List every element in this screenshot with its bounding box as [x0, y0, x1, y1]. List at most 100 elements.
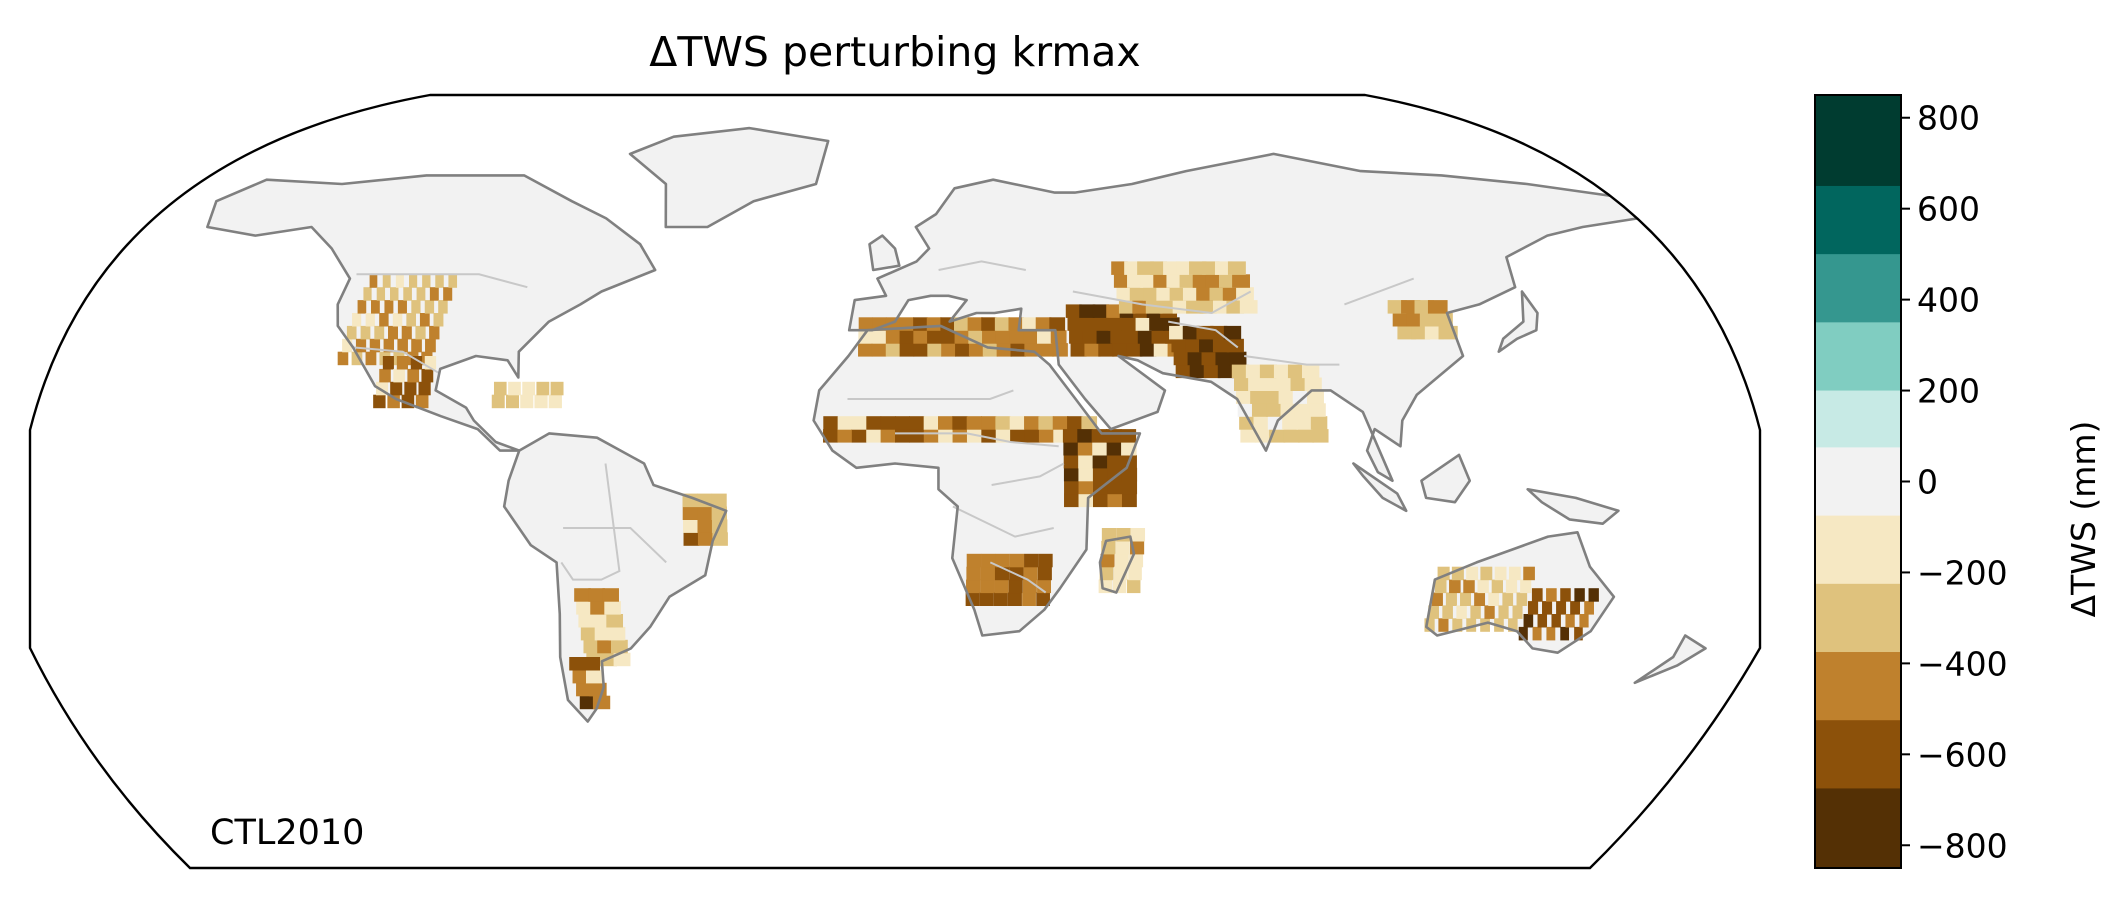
anomaly-cell [980, 566, 996, 581]
anomaly-cell [384, 300, 394, 314]
anomaly-cell [1502, 592, 1514, 606]
anomaly-cell [871, 343, 887, 357]
anomaly-cell [952, 429, 968, 443]
anomaly-cell [1121, 493, 1137, 508]
anomaly-cell [342, 338, 353, 353]
anomaly-cell [1203, 364, 1221, 379]
anomaly-cell [1546, 626, 1556, 641]
coastline-south-america [502, 432, 728, 723]
anomaly-cell [1108, 317, 1125, 331]
anomaly-region [682, 493, 728, 546]
colorbar-tick-label: 200 [1917, 372, 1980, 411]
anomaly-cell [1092, 454, 1108, 469]
anomaly-cell [995, 553, 1010, 568]
anomaly-cell [1106, 304, 1123, 318]
anomaly-cell [823, 416, 839, 430]
coastline-new-zealand [1633, 634, 1707, 685]
map-area [206, 126, 1707, 723]
anomaly-cell [1442, 605, 1453, 619]
anomaly-cell [926, 317, 942, 331]
anomaly-cell [491, 394, 505, 409]
anomaly-cell [980, 579, 995, 594]
anomaly-cell [1130, 528, 1146, 542]
anomaly-cell [1110, 330, 1127, 344]
anomaly-region [491, 381, 564, 409]
anomaly-cell [1297, 429, 1315, 443]
anomaly-cell [1477, 579, 1489, 594]
country-border [991, 462, 1065, 486]
anomaly-cell [1024, 553, 1039, 568]
anomaly-cell [913, 343, 929, 357]
anomaly-cell [1312, 429, 1329, 443]
anomaly-cell [1498, 605, 1509, 619]
anomaly-cell [1106, 442, 1123, 456]
anomaly-cell [1024, 416, 1040, 430]
anomaly-cell [1551, 614, 1561, 628]
anomaly-cell [995, 330, 1012, 344]
anomaly-cell [613, 652, 631, 667]
country-border [356, 273, 528, 289]
anomaly-cell [1179, 274, 1197, 288]
anomaly-cell [1070, 343, 1087, 357]
land-greenland [630, 128, 829, 227]
country-border [989, 561, 1047, 594]
anomaly-cell [409, 274, 418, 288]
anomaly-cell [1116, 287, 1133, 301]
anomaly-cell [1064, 480, 1080, 495]
anomaly-cell [1523, 614, 1534, 628]
anomaly-cell [1560, 588, 1571, 602]
anomaly-cell [352, 313, 362, 327]
anomaly-cell [1050, 330, 1067, 344]
coastline-greenland [628, 126, 830, 229]
anomaly-cell [590, 601, 607, 615]
anomaly-cell [880, 416, 896, 430]
anomaly-cell [1523, 566, 1535, 581]
anomaly-cell [1052, 416, 1069, 430]
anomaly-cell [1038, 429, 1055, 443]
anomaly-cell [697, 532, 714, 546]
anomaly-cell [1273, 364, 1292, 379]
anomaly-cell [1078, 454, 1094, 469]
anomaly-cell [899, 343, 915, 357]
anomaly-cell [837, 429, 853, 443]
anomaly-cell [1151, 330, 1169, 344]
coastline-new-guinea [1526, 487, 1620, 526]
anomaly-cell [1153, 274, 1171, 288]
anomaly-cell [1196, 287, 1214, 301]
map-title: ΔTWS perturbing krmax [649, 28, 1140, 76]
country-border [1344, 277, 1415, 306]
coastline-eurasia [847, 152, 1639, 483]
country-border [938, 260, 1027, 271]
colorbar-tick-label: 0 [1917, 463, 1938, 502]
land-africa [813, 325, 1140, 636]
anomaly-cell [1063, 442, 1079, 456]
country-border [1072, 290, 1252, 315]
anomaly-cell [1542, 601, 1553, 615]
anomaly-cell [346, 325, 357, 340]
anomaly-cell [851, 429, 867, 443]
land-layer [207, 128, 1706, 722]
anomaly-cell [682, 506, 699, 520]
anomaly-cell [1278, 390, 1296, 404]
anomaly-cell [404, 381, 417, 396]
anomaly-cell [955, 343, 971, 357]
anomaly-cell [1480, 566, 1493, 581]
anomaly-cell [1223, 325, 1242, 340]
anomaly-cell [1077, 429, 1093, 443]
anomaly-cell [429, 325, 440, 340]
anomaly-cell [1579, 614, 1589, 628]
country-border [1168, 320, 1239, 349]
anomaly-cell [1294, 403, 1312, 417]
anomaly-cell [1009, 330, 1025, 344]
anomaly-cell [981, 416, 997, 430]
anomaly-cell [952, 416, 968, 430]
anomaly-cell [880, 429, 896, 443]
anomaly-cell [576, 601, 593, 615]
anomaly-cell [1077, 442, 1094, 456]
anomaly-cell [966, 566, 981, 581]
anomaly-cell [1309, 403, 1326, 417]
anomaly-cell [379, 368, 391, 383]
anomaly-cell [373, 394, 386, 409]
anomaly-cell [1588, 588, 1599, 602]
coastline-uk [868, 234, 901, 272]
